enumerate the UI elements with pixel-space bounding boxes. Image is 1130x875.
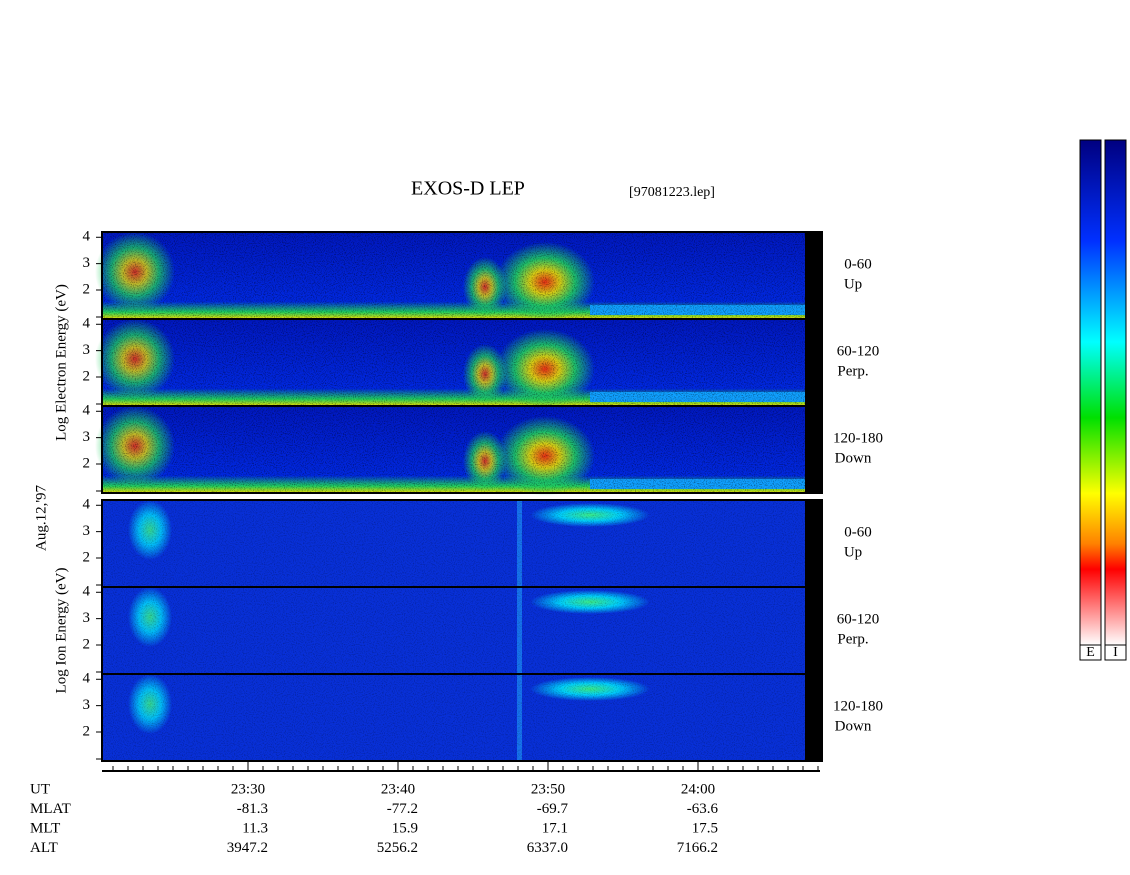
- no-data: [805, 232, 822, 319]
- direction-label: Perp.: [837, 363, 868, 379]
- y-tick-label: 4: [83, 671, 91, 687]
- ephemeris-label: MLAT: [30, 801, 71, 817]
- y-tick-label: 3: [83, 697, 91, 713]
- y-tick-label: 3: [83, 429, 91, 445]
- spectrogram-noise: [102, 319, 805, 406]
- pitch-label: 120-180: [833, 698, 883, 714]
- y-axis-label: Log Electron Energy (eV): [53, 284, 69, 441]
- ephemeris-value: 3947.2: [227, 840, 268, 856]
- ephemeris-value: 5256.2: [377, 840, 418, 856]
- y-tick-label: 3: [83, 255, 91, 271]
- ephemeris-value: -63.6: [687, 801, 719, 817]
- spectrogram-noise: [102, 500, 805, 587]
- ephemeris-value: 11.3: [242, 820, 268, 836]
- y-tick-label: 4: [83, 229, 91, 245]
- pitch-label: 0-60: [844, 524, 872, 540]
- colorbar-box: [1104, 644, 1127, 661]
- ephemeris-value: 23:30: [231, 781, 265, 797]
- y-tick-label: 2: [83, 723, 91, 739]
- colorbar: [1079, 139, 1127, 661]
- direction-label: Down: [835, 450, 872, 466]
- no-data: [805, 319, 822, 406]
- y-tick-label: 2: [83, 636, 91, 652]
- spectrogram-noise: [102, 232, 805, 319]
- y-tick-label: 3: [83, 610, 91, 626]
- ephemeris-value: -69.7: [537, 801, 569, 817]
- ephemeris-label: MLT: [30, 820, 60, 836]
- colorbar-i: [1104, 139, 1127, 646]
- y-tick-label: 2: [83, 368, 91, 384]
- direction-label: Perp.: [837, 631, 868, 647]
- no-data: [805, 587, 822, 674]
- ephemeris-value: 7166.2: [677, 840, 718, 856]
- ephemeris-value: 24:00: [681, 781, 715, 797]
- y-tick-label: 3: [83, 523, 91, 539]
- ephemeris-value: 17.5: [692, 820, 718, 836]
- title: EXOS-D LEP: [411, 178, 525, 200]
- y-axis-label: Log Ion Energy (eV): [53, 568, 69, 694]
- no-data: [805, 500, 822, 587]
- y-tick-label: 4: [83, 497, 91, 513]
- spectrogram-noise: [102, 587, 805, 674]
- colorbar-label: E: [1086, 645, 1095, 660]
- ephemeris-label: UT: [30, 781, 50, 797]
- y-tick-label: 4: [83, 584, 91, 600]
- direction-label: Down: [835, 718, 872, 734]
- pitch-label: 60-120: [837, 343, 880, 359]
- ephemeris-value: 6337.0: [527, 840, 568, 856]
- y-tick-label: 2: [83, 549, 91, 565]
- ephemeris-value: -77.2: [387, 801, 418, 817]
- direction-label: Up: [844, 276, 862, 292]
- no-data: [805, 674, 822, 761]
- colorbar-box: [1079, 644, 1102, 661]
- file-label: [97081223.lep]: [629, 185, 715, 200]
- y-tick-label: 2: [83, 281, 91, 297]
- panel-frame: [101, 405, 823, 494]
- no-data: [805, 406, 822, 493]
- colorbar-e: [1079, 139, 1102, 646]
- spectrogram-noise: [102, 674, 805, 761]
- ephemeris-value: 23:50: [531, 781, 565, 797]
- date-label: Aug.12,'97: [33, 484, 49, 551]
- ephemeris-value: 17.1: [542, 820, 568, 836]
- panels: 4 3 2 0-60 Up 4 3 2 60-120 Perp. 4 3 2 120-180 Down Log…: [53, 229, 883, 762]
- panel-frame: [101, 673, 823, 762]
- y-tick-label: 4: [83, 403, 91, 419]
- spectrogram-noise: [102, 406, 805, 493]
- y-tick-label: 3: [83, 342, 91, 358]
- colorbar-label: I: [1113, 645, 1118, 660]
- ephemeris-label: ALT: [30, 840, 58, 856]
- ephemeris-value: 15.9: [392, 820, 418, 836]
- direction-label: Up: [844, 544, 862, 560]
- pitch-label: 0-60: [844, 256, 872, 272]
- pitch-label: 120-180: [833, 430, 883, 446]
- pitch-label: 60-120: [837, 611, 880, 627]
- y-tick-label: 2: [83, 455, 91, 471]
- ephemeris-value: 23:40: [381, 781, 415, 797]
- y-tick-label: 4: [83, 316, 91, 332]
- ephemeris-value: -81.3: [237, 801, 268, 817]
